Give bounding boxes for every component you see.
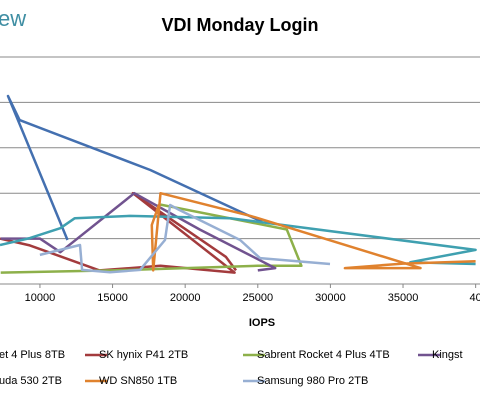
series-line [0,191,237,274]
series-line [0,191,277,272]
series-line [6,94,263,241]
watermark: ew [0,6,26,31]
legend-label: Samsung 980 Pro 2TB [257,375,368,387]
x-tick-label: 35000 [388,292,419,304]
x-tick-label: 10000 [25,292,56,304]
series-line [0,214,477,266]
x-tick-label: 40 [470,292,480,304]
legend-label: et 4 Plus 8TB [0,349,65,361]
series-line [150,191,476,272]
legend-label: SK hynix P41 2TB [99,349,188,361]
legend-label: uda 530 2TB [0,375,62,387]
x-tick-label: 20000 [170,292,201,304]
x-tick-label: 15000 [97,292,128,304]
legend-label: Kingst [432,349,463,361]
x-axis-title: IOPS [249,317,275,329]
series-line [39,203,331,274]
chart-title: VDI Monday Login [162,15,319,35]
legend-label: WD SN850 1TB [99,375,177,387]
legend-label: Sabrent Rocket 4 Plus 4TB [257,349,390,361]
x-tick-label: 30000 [315,292,346,304]
x-tick-label: 25000 [242,292,273,304]
